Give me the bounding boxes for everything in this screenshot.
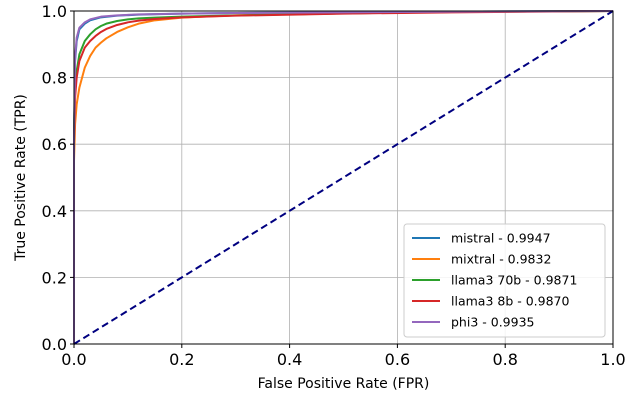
plot-area [73,10,614,345]
y-tick-label: 0.8 [42,69,67,88]
x-tick-label: 0.4 [277,350,302,369]
y-tick-label: 0.2 [42,268,67,287]
x-axis-label: False Positive Rate (FPR) [258,376,430,392]
x-tick-label: 0.6 [385,350,410,369]
legend-label-4: phi3 - 0.9935 [451,315,534,330]
y-tick-label: 0.0 [42,335,67,354]
y-tick-label: 1.0 [42,2,67,21]
y-axis-label: True Positive Rate (TPR) [13,94,29,262]
legend-label-0: mistral - 0.9947 [451,231,551,246]
axis-ticks: 0.0 0.2 0.4 0.6 0.8 1.0 0.0 0.2 0.4 0.6 0.8 1.0 [42,2,626,369]
y-tick-label: 0.4 [42,202,67,221]
legend-label-3: llama3 8b - 0.9870 [451,294,569,309]
x-tick-label: 0.2 [169,350,194,369]
axes-frame [73,10,614,345]
x-tick-label: 0.8 [492,350,517,369]
y-tick-label: 0.6 [42,135,67,154]
x-tick-label: 1.0 [600,350,625,369]
diagonal-reference-line [73,10,614,345]
series-line-4 [73,10,614,344]
series-line-3 [73,10,614,344]
x-tick-label: 0.0 [61,350,86,369]
legend-label-2: llama3 70b - 0.9871 [451,273,577,288]
legend-label-1: mixtral - 0.9832 [451,252,551,267]
legend: mistral - 0.9947 mixtral - 0.9832 llama3 7… [403,223,606,338]
legend-box [403,223,606,338]
